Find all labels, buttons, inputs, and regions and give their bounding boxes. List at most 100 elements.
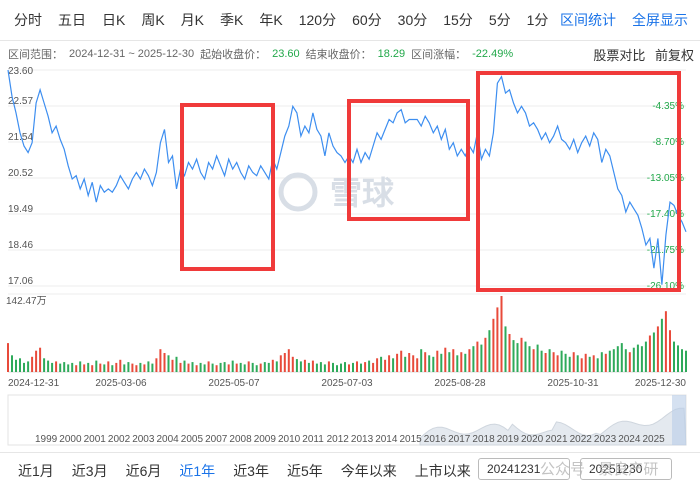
volume-bar	[223, 362, 226, 372]
volume-max-label: 142.47万	[6, 296, 47, 307]
volume-bar	[548, 349, 551, 372]
tab-9[interactable]: 30分	[397, 12, 428, 28]
timeline-year-label: 2024	[618, 434, 641, 445]
change-value: -22.49%	[472, 48, 514, 60]
volume-bar	[336, 365, 338, 372]
highlight-box	[180, 103, 275, 271]
timeline-area	[419, 407, 687, 446]
volume-bar	[388, 355, 391, 372]
volume-bar	[669, 330, 671, 372]
volume-bar	[123, 364, 126, 372]
period-2[interactable]: 近6月	[125, 463, 162, 479]
volume-bar	[356, 361, 358, 372]
volume-bar	[608, 350, 611, 372]
volume-bar	[291, 356, 294, 372]
price-chart[interactable]: 雪球 23.60 22.57 21.54 20.52 19.49 18.46 17.06 -…	[0, 0, 700, 452]
timeline-year-label: 2009	[254, 434, 277, 445]
volume-bar	[428, 355, 431, 372]
volume-bar	[444, 347, 447, 372]
highlight-box	[476, 71, 681, 292]
volume-bar	[352, 362, 354, 372]
period-7[interactable]: 上市以来	[414, 463, 471, 479]
volume-bar	[55, 361, 58, 372]
volume-bar	[215, 365, 218, 372]
tab-11[interactable]: 5分	[488, 12, 511, 28]
period-tabs: 分时 五日 日K 周K 月K 季K 年K 120分 60分 30分 15分 5分 1分	[0, 0, 700, 41]
y-pct-label: -13.05%	[647, 173, 684, 184]
tab-10[interactable]: 15分	[443, 12, 473, 28]
volume-bar	[167, 355, 170, 372]
fullscreen-button[interactable]: 全屏显示	[632, 12, 688, 28]
volume-bar	[376, 358, 379, 372]
y-tick-label: 17.06	[8, 276, 33, 287]
volume-bar	[299, 361, 302, 372]
volume-bar	[275, 361, 278, 372]
period-6[interactable]: 今年以来	[340, 463, 397, 479]
tab-5[interactable]: 季K	[220, 12, 244, 28]
volume-bar	[127, 362, 130, 372]
volume-bar	[572, 352, 575, 372]
volume-bar	[604, 353, 607, 372]
period-0[interactable]: 近1月	[18, 463, 54, 479]
y-pct-labels: -4.35% -8.70% -13.05% -17.40% -21.75% -26.10%	[647, 101, 684, 292]
volume-bar	[63, 362, 66, 372]
volume-bar	[480, 344, 483, 372]
volume-bar	[163, 353, 166, 372]
volume-bar	[107, 361, 110, 372]
period-3[interactable]: 近1年	[179, 463, 216, 479]
tab-0[interactable]: 分时	[14, 12, 42, 28]
tab-3[interactable]: 周K	[141, 12, 165, 28]
volume-bar	[580, 358, 583, 372]
volume-bar	[235, 363, 238, 372]
timeline-year-label: 2022	[570, 434, 593, 445]
timeline-year-label: 2003	[132, 434, 155, 445]
x-tick-label: 2025-08-28	[434, 378, 486, 389]
timeline-year-label: 2007	[205, 434, 228, 445]
tab-1[interactable]: 五日	[58, 12, 86, 28]
volume-bar	[528, 346, 531, 372]
fq-button[interactable]: 前复权	[654, 47, 694, 63]
date-end-input[interactable]: 20251230	[580, 458, 672, 480]
volume-bar	[620, 343, 623, 372]
period-4[interactable]: 近3年	[233, 463, 269, 479]
volume-bar	[23, 362, 25, 372]
period-5[interactable]: 近5年	[286, 463, 323, 479]
volume-bar	[7, 343, 9, 372]
volume-bar	[612, 349, 615, 372]
volume-bar	[271, 359, 274, 372]
stock-compare-button[interactable]: 股票对比	[593, 47, 646, 63]
tab-2[interactable]: 日K	[102, 12, 126, 28]
date-start-input[interactable]: 20241231	[478, 458, 570, 480]
range-stats-button[interactable]: 区间统计	[560, 12, 616, 28]
volume-bar	[600, 352, 603, 372]
volume-bar	[488, 330, 491, 372]
tab-4[interactable]: 月K	[180, 12, 205, 28]
tab-8[interactable]: 60分	[352, 12, 382, 28]
range-label: 区间范围：	[8, 49, 63, 61]
timeline-navigator: 1999 2000 2001 2002 2003 2004 2005 2007 2008 2009…	[7, 394, 687, 446]
volume-bar	[287, 349, 290, 372]
tab-6[interactable]: 年K	[259, 12, 283, 28]
range-value: 2024-12-31 ~ 2025-12-30	[69, 48, 195, 60]
volume-bar	[364, 362, 367, 372]
volume-bar	[685, 350, 687, 372]
volume-bar	[664, 311, 667, 372]
volume-bar	[648, 335, 651, 372]
y-pct-label: -26.10%	[647, 281, 684, 292]
y-pct-label: -17.40%	[647, 209, 684, 220]
tab-12[interactable]: 1分	[526, 12, 549, 28]
timeline-year-label: 2002	[108, 434, 131, 445]
x-tick-label: 2025-10-31	[547, 378, 599, 389]
watermark-logo-icon	[278, 172, 318, 212]
volume-bar	[183, 360, 186, 372]
volume-bar	[424, 352, 427, 372]
timeline-selection-handle[interactable]	[672, 395, 686, 445]
volume-bar	[560, 350, 563, 372]
volume-bar	[681, 349, 683, 372]
volume-bars	[7, 296, 687, 372]
period-1[interactable]: 近3月	[71, 463, 108, 479]
volume-bar	[340, 363, 342, 372]
tab-7[interactable]: 120分	[298, 12, 337, 28]
volume-bar	[207, 361, 210, 372]
timeline-year-label: 2011	[302, 434, 324, 445]
